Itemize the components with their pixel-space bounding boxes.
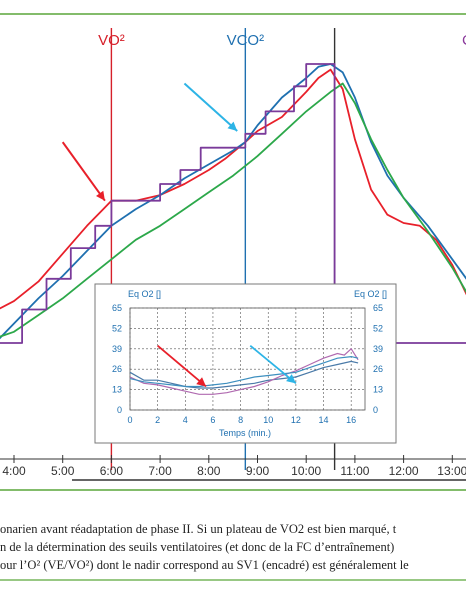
caption-line-3: our l’O² (VE/VO²) dont le nadir correspo… (0, 558, 409, 572)
inset-series-line-2 (129, 347, 359, 395)
main-arrow-1-head (95, 190, 105, 201)
main-series-line-3 (0, 82, 466, 338)
main-arrows (61, 82, 238, 202)
inset-y-tick-right-6: 65 (373, 303, 383, 313)
inset-x-tick-4: 6 (210, 415, 215, 425)
main-x-tick-label-2: 5:00 (51, 464, 75, 478)
main-arrow-2-head (227, 121, 238, 131)
inset-y-tick-left-2: 13 (112, 385, 122, 395)
main-x-tick-label-6: 9:00 (246, 464, 270, 478)
inset-y-tick-left-4: 39 (112, 344, 122, 354)
main-arrow-2-shaft (183, 82, 238, 132)
figure-frame (0, 13, 466, 581)
inset-y-tick-left-1: 0 (117, 405, 122, 415)
inset-arrow-1-head (196, 377, 207, 387)
main-x-tick-label-10: 13:00 (437, 464, 466, 478)
inset-x-tick-8: 14 (319, 415, 329, 425)
main-x-tick-label-5: 8:00 (197, 464, 221, 478)
inset-y-tick-right-5: 52 (373, 323, 383, 333)
inset-x-label: Temps (min.) (219, 428, 271, 438)
main-x-axis: 4:00 5:00 6:00 7:00 8:00 9:00 10:00 11:00 12:00 1… (0, 455, 466, 481)
marker-label-1: VO² (98, 32, 125, 49)
inset-y-tick-right-3: 26 (373, 364, 383, 374)
main-x-tick-label-1: 4:00 (2, 464, 26, 478)
main-series (0, 63, 466, 344)
caption-line-1: onarien avant réadaptation de phase II. … (0, 522, 397, 536)
inset-x-tick-7: 12 (291, 415, 301, 425)
inset-y-label-right: Eq O2 [] (354, 289, 387, 299)
main-series-line-4 (0, 63, 466, 344)
inset-arrow-2-shaft (249, 344, 297, 385)
inset-x-tick-9: 16 (346, 415, 356, 425)
inset-x-tick-2: 2 (155, 415, 160, 425)
inset-y-label-left: Eq O2 [] (128, 289, 161, 299)
inset-panel (94, 283, 397, 444)
inset-y-tick-left-3: 26 (112, 364, 122, 374)
inset-y-tick-right-4: 39 (373, 344, 383, 354)
inset-arrow-1-shaft (157, 344, 207, 388)
inset-x-tick-3: 4 (183, 415, 188, 425)
right-edge-label: C (462, 32, 466, 49)
main-x-tick-label-9: 12:00 (389, 464, 419, 478)
main-x-tick-label-8: 11:00 (340, 464, 369, 478)
inset-series-line-1 (129, 360, 359, 389)
inset-y-tick-right-1: 0 (373, 405, 378, 415)
caption-line-2: n de la détermination des seuils ventila… (0, 540, 395, 554)
inset-arrow-2-head (286, 374, 296, 384)
main-x-tick-label-4: 7:00 (148, 464, 172, 478)
main-chart: VO² VCO² C 4:00 5:00 6:00 7:00 8:00 9:00 10:00 11… (0, 28, 466, 481)
inset-y-tick-right-2: 13 (373, 385, 383, 395)
main-x-tick-label-3: 6:00 (100, 464, 124, 478)
inset-series-line-3 (129, 355, 359, 388)
inset-x-tick-1: 0 (127, 415, 132, 425)
inset-x-tick-5: 8 (238, 415, 243, 425)
inset-y-tick-left-6: 65 (112, 303, 122, 313)
inset-y-tick-left-5: 52 (112, 323, 122, 333)
main-x-tick-label-7: 10:00 (291, 464, 321, 478)
main-series-line-1 (0, 68, 466, 310)
inset-x-tick-6: 10 (263, 415, 273, 425)
marker-label-2: VCO² (227, 32, 265, 49)
main-arrow-1-shaft (61, 141, 106, 202)
